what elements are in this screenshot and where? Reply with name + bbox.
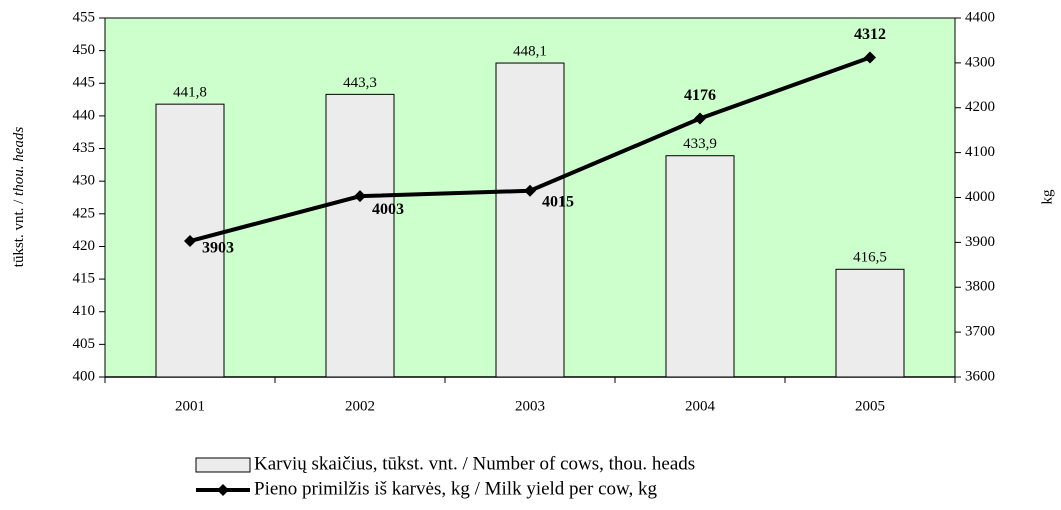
y2-tick-label: 3800 bbox=[965, 279, 995, 295]
y-tick-label: 410 bbox=[73, 303, 96, 319]
legend-marker bbox=[217, 484, 229, 496]
y-tick-label: 405 bbox=[73, 336, 96, 352]
x-tick-label: 2003 bbox=[515, 398, 545, 414]
line-marker bbox=[864, 51, 876, 64]
y-tick-label: 450 bbox=[73, 42, 96, 58]
y-label-part: tūkst. vnt. / bbox=[11, 199, 27, 267]
line-value-label: 4176 bbox=[684, 87, 716, 104]
x-tick-label: 2001 bbox=[175, 398, 205, 414]
y-tick-label: 430 bbox=[73, 173, 96, 189]
y-axis-label: tūkst. vnt. / thou. heads bbox=[11, 127, 27, 268]
line-value-label: 4015 bbox=[542, 193, 574, 210]
line-marker bbox=[694, 112, 706, 125]
line-value-label: 4312 bbox=[854, 26, 886, 43]
y-tick-label: 420 bbox=[73, 238, 96, 254]
y2-tick-label: 3600 bbox=[965, 368, 995, 384]
bar-value-label: 441,8 bbox=[173, 85, 207, 101]
y-tick-label: 400 bbox=[73, 368, 96, 384]
y2-tick-label: 3900 bbox=[965, 234, 995, 250]
y-label-part: thou. heads bbox=[11, 127, 27, 196]
y-tick-label: 455 bbox=[73, 9, 96, 25]
bar-value-label: 416,5 bbox=[853, 250, 887, 266]
y2-tick-label: 4000 bbox=[965, 189, 995, 205]
legend-label: Pieno primilžis iš karvės, kg / Milk yie… bbox=[254, 478, 657, 499]
bar bbox=[665, 155, 735, 378]
y-tick-label: 435 bbox=[73, 140, 96, 156]
bar-value-label: 443,3 bbox=[343, 75, 377, 91]
x-tick-label: 2005 bbox=[855, 398, 885, 414]
y2-tick-label: 4100 bbox=[965, 144, 995, 160]
line-value-label: 4003 bbox=[372, 201, 404, 218]
y-tick-label: 425 bbox=[73, 205, 96, 221]
y2-tick-label: 4200 bbox=[965, 99, 995, 115]
bar-value-label: 448,1 bbox=[513, 43, 547, 59]
x-tick-label: 2004 bbox=[685, 398, 716, 414]
line-value-label: 3903 bbox=[202, 240, 234, 257]
bar bbox=[835, 268, 905, 378]
bar-value-label: 433,9 bbox=[683, 136, 717, 152]
y2-tick-label: 4300 bbox=[965, 54, 995, 70]
y-tick-label: 445 bbox=[73, 75, 96, 91]
line-marker bbox=[354, 190, 366, 203]
y2-axis-label: kg bbox=[1039, 189, 1055, 205]
y2-tick-label: 3700 bbox=[965, 324, 995, 340]
line-marker bbox=[184, 235, 196, 248]
y-tick-label: 415 bbox=[73, 271, 96, 287]
bar bbox=[495, 62, 565, 378]
legend-label: Karvių skaičius, tūkst. vnt. / Number of… bbox=[254, 453, 695, 474]
line-marker bbox=[524, 184, 536, 197]
bar bbox=[325, 93, 395, 378]
y2-tick-label: 4400 bbox=[965, 9, 995, 25]
y-tick-label: 440 bbox=[73, 107, 96, 123]
legend-swatch bbox=[195, 457, 251, 473]
x-tick-label: 2002 bbox=[345, 398, 375, 414]
